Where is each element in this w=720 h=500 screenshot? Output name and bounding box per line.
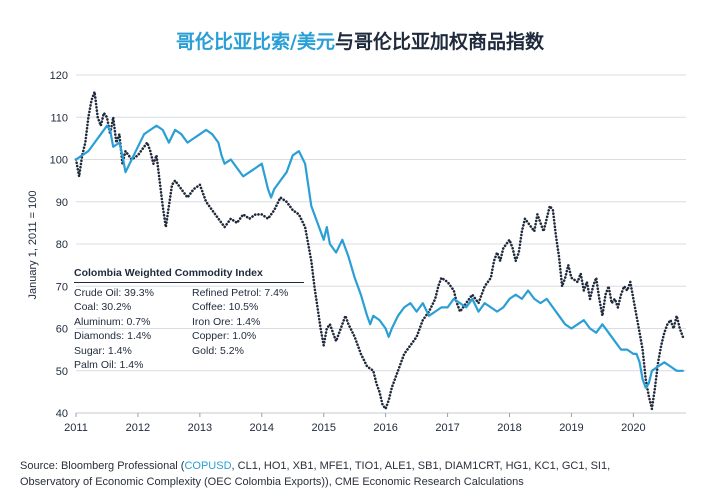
x-tick-label: 2018 [497,422,521,434]
y-tick-label: 80 [56,239,68,251]
commodity-weight: Sugar: 1.4% [74,344,192,359]
commodity-weight: Coal: 30.2% [74,300,192,315]
x-tick-label: 2020 [621,422,645,434]
y-tick-label: 100 [50,155,68,167]
source-line2: Observatory of Economic Complexity (OEC … [20,474,710,490]
y-tick-label: 50 [56,366,68,378]
y-axis-ticks: 40 50 60 70 80 90 100 110 120 [50,70,68,420]
commodity-weights-col1: Crude Oil: 39.3% Coal: 30.2% Aluminum: 0… [74,286,192,373]
commodity-weight: Gold: 5.2% [192,344,288,359]
commodity-weights-col2: Refined Petrol: 7.4% Coffee: 10.5% Iron … [192,286,288,373]
commodity-weight: Refined Petrol: 7.4% [192,286,288,301]
x-tick-label: 2013 [188,422,212,434]
source-highlight: COPUSD [184,460,231,472]
commodity-weight: Palm Oil: 1.4% [74,358,192,373]
commodity-weight: Crude Oil: 39.3% [74,286,192,301]
x-tick-label: 2012 [126,422,150,434]
x-tick-label: 2017 [435,422,459,434]
y-tick-label: 60 [56,324,68,336]
line-chart: 405060708090100110120 2011 2012 2013 2014 20… [0,0,720,500]
x-tick-label: 2011 [64,422,88,434]
commodity-weight: Aluminum: 0.7% [74,315,192,330]
x-tick-label: 2015 [311,422,335,434]
commodity-weight: Copper: 1.0% [192,329,288,344]
x-tick-label: 2014 [250,422,274,434]
commodity-index-title: Colombia Weighted Commodity Index [74,266,304,283]
x-axis-ticks: 2011 2012 2013 2014 2015 2016 2017 2018 2019 2020 [64,413,645,434]
y-tick-label: 40 [56,408,68,420]
source-prefix: Source: Bloomberg Professional ( [20,460,184,472]
source-note: Source: Bloomberg Professional (COPUSD, … [20,458,710,490]
commodity-weight: Iron Ore: 1.4% [192,315,288,330]
y-axis-label: January 1, 2011 = 100 [27,191,39,300]
x-tick-label: 2016 [373,422,397,434]
commodity-weight: Coffee: 10.5% [192,300,288,315]
commodity-index-box: Colombia Weighted Commodity Index Crude … [74,266,304,373]
y-tick-label: 70 [56,281,68,293]
y-tick-label: 120 [50,70,68,82]
x-tick-label: 2019 [559,422,583,434]
commodity-weight: Diamonds: 1.4% [74,329,192,344]
y-tick-label: 110 [50,112,68,124]
source-rest: , CL1, HO1, XB1, MFE1, TIO1, ALE1, SB1, … [232,460,611,472]
y-tick-label: 90 [56,197,68,209]
